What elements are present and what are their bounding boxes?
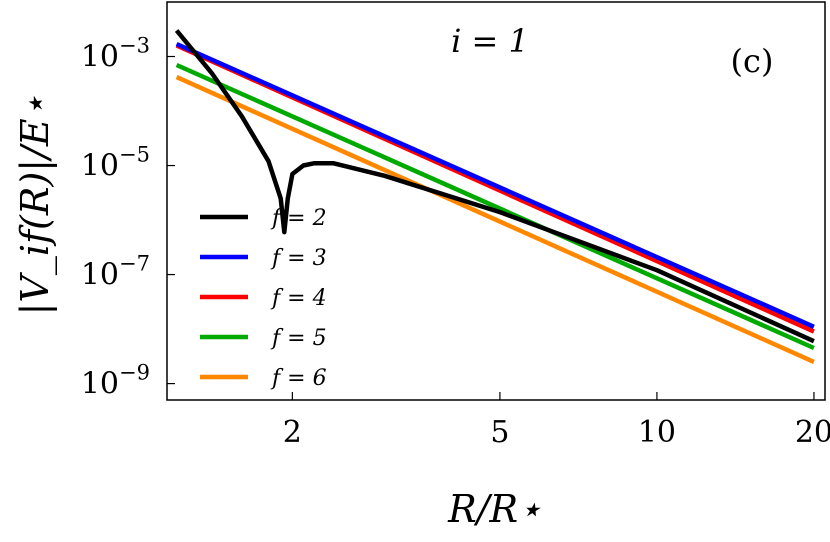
- legend-label: f = 5: [270, 326, 327, 351]
- y-tick-label: 10−9: [81, 361, 150, 402]
- y-ticks: 10−3 10−5 10−7 10−9: [81, 34, 175, 402]
- series-layer: [174, 29, 815, 364]
- series-line-f5: [175, 62, 815, 351]
- y-tick-label: 10−3: [81, 34, 150, 75]
- y-tick-label: 10−5: [81, 143, 150, 184]
- panel-label: (c): [731, 42, 774, 80]
- legend-label: f = 4: [270, 286, 327, 311]
- series-line-f6: [175, 75, 815, 364]
- x-tick-label: 2: [283, 415, 302, 450]
- x-tick-label: 5: [490, 415, 509, 450]
- legend: f = 2 f = 3 f = 4 f = 5 f = 6: [200, 206, 327, 391]
- legend-label: f = 6: [270, 366, 327, 391]
- series-line-f2: [174, 29, 815, 344]
- x-tick-label: 20: [795, 415, 830, 450]
- x-axis-title: R/R⋆: [447, 487, 542, 531]
- legend-label: f = 2: [270, 206, 327, 231]
- annotation-i: i = 1: [451, 22, 529, 60]
- y-axis-title: |V_if(R)|/E⋆: [13, 95, 58, 316]
- x-tick-label: 10: [638, 415, 676, 450]
- series-line-f3: [175, 41, 815, 329]
- y-tick-label: 10−7: [81, 252, 150, 293]
- x-ticks: 2 5 10 20: [283, 392, 830, 450]
- legend-label: f = 3: [270, 246, 327, 271]
- plot-frame: [166, 1, 826, 401]
